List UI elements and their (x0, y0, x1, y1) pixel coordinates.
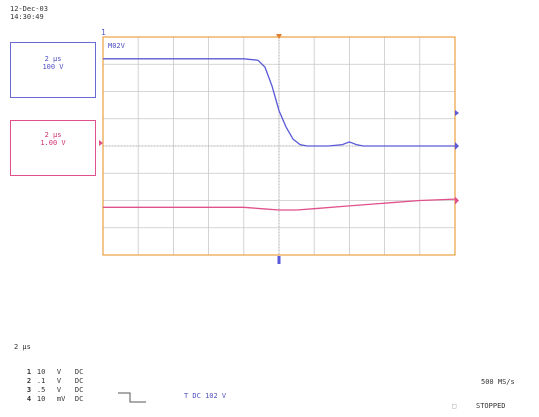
channel-row: 2 .1 V DC (10, 369, 83, 385)
channel-num: 4 (26, 395, 32, 403)
sample-rate: 500 MS/s (481, 378, 515, 386)
ch1-right-marker (455, 142, 459, 150)
channel-num: 2 (26, 377, 32, 385)
channel-coupling: DC (74, 395, 84, 403)
channel-coupling: DC (74, 386, 84, 394)
ch1-voltscale: 100 V (42, 63, 64, 71)
channel-label: M02V (108, 42, 125, 50)
channel-unit: mV (56, 395, 66, 403)
ch1-ground-marker: 1 (101, 28, 106, 37)
ch2-level-marker (99, 140, 103, 146)
channel-value: 10 (36, 368, 46, 376)
channel-row: 4 10 mV DC (10, 387, 83, 403)
trace-ch1 (103, 58, 455, 147)
trigger-info: T DC 102 V (184, 392, 227, 400)
time-label: 14:30:49 (10, 13, 44, 21)
ch2-right-marker (455, 196, 459, 205)
channel-coupling: DC (74, 368, 84, 376)
trace-ch2 (103, 198, 456, 211)
channel-value: .5 (36, 386, 46, 394)
ch1-scale-box: 2 µs 100 V (10, 42, 96, 98)
channel-num: 3 (26, 386, 32, 394)
channel-list: 1 10 V DC 2 .1 V DC 3 .5 V DC 4 10 mV DC (10, 360, 83, 403)
date-label: 12-Dec-03 (10, 5, 48, 13)
ch1-timescale: 2 µs (44, 55, 62, 63)
markers: 1 (99, 28, 459, 264)
ref-marker (455, 110, 459, 116)
traces (103, 58, 456, 211)
channel-unit: V (56, 386, 62, 394)
channel-num: 1 (26, 368, 32, 376)
channel-unit: V (56, 377, 62, 385)
channel-value: 10 (36, 395, 46, 403)
channel-unit: V (56, 368, 62, 376)
timebase-label: 2 µs (14, 343, 31, 351)
channel-coupling: DC (74, 377, 84, 385)
trigger-position-marker (276, 34, 282, 39)
ch2-timescale: 2 µs (44, 131, 62, 139)
acquisition-status: STOPPED (476, 402, 506, 410)
ch2-scale-box: 2 µs 1.00 V (10, 120, 96, 176)
status-icon: □ (452, 402, 457, 410)
trigger-level-marker (277, 256, 281, 264)
channel-row: 1 10 V DC (10, 360, 83, 376)
channel-row: 3 .5 V DC (10, 378, 83, 394)
channel-value: .1 (36, 377, 46, 385)
ch2-voltscale: 1.00 V (40, 139, 66, 147)
